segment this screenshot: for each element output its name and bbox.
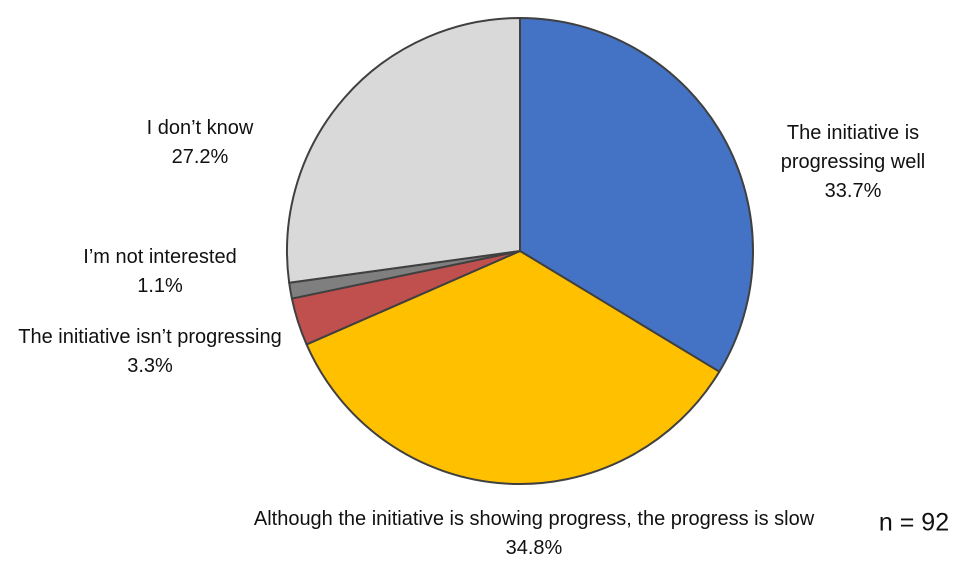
slice-percent: 1.1% xyxy=(137,275,183,297)
slice-percent: 27.2% xyxy=(171,146,229,168)
pie-slice-1 xyxy=(305,250,721,485)
pie-slice-0 xyxy=(519,17,754,373)
pie-slice-4 xyxy=(286,17,521,284)
slice-label-isnt-progressing: The initiative isn’t progressing 3.3% xyxy=(18,323,281,381)
slice-label-progress-slow: Although the initiative is showing progr… xyxy=(254,505,814,563)
slice-label-text: Although the initiative is showing progr… xyxy=(253,508,815,530)
slice-label-text: I’m not interested xyxy=(83,246,237,268)
slice-label-not-interested: I’m not interested 1.1% xyxy=(83,243,236,301)
slice-percent: 3.3% xyxy=(127,355,173,377)
sample-size-label: n = 92 xyxy=(878,508,950,537)
slice-percent: 34.8% xyxy=(505,537,563,559)
slice-percent: 33.7% xyxy=(824,180,882,202)
slice-label-dont-know: I don’t know 27.2% xyxy=(147,114,254,172)
slice-label-text: The initiative is progressing well xyxy=(780,122,926,173)
slice-label-text: The initiative isn’t progressing xyxy=(18,326,282,348)
slice-label-text: I don’t know xyxy=(146,117,254,139)
slice-label-progressing-well: The initiative is progressing well 33.7% xyxy=(766,119,941,206)
